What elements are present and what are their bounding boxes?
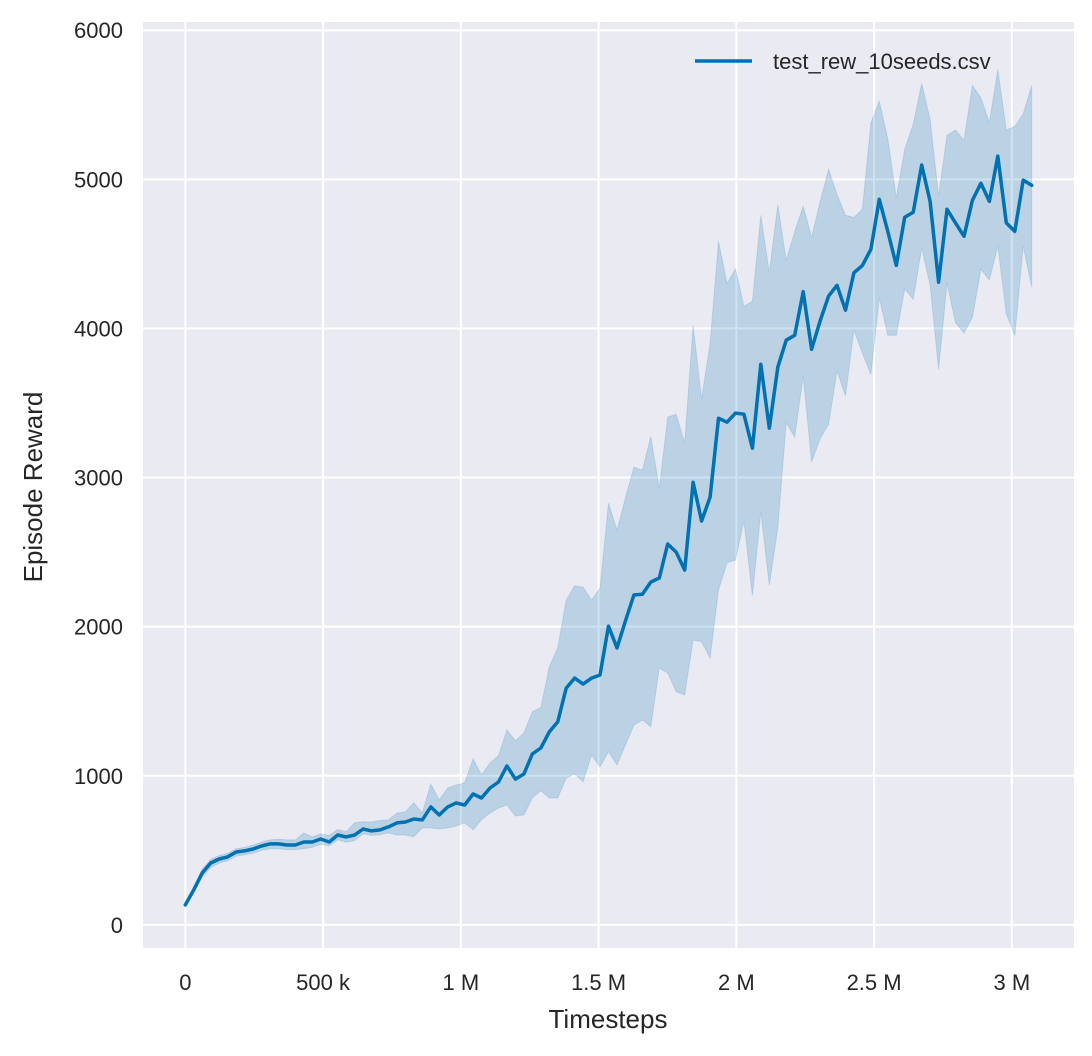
y-tick-label: 4000	[74, 316, 123, 341]
x-tick-label: 500 k	[296, 970, 351, 995]
x-axis-label: Timesteps	[549, 1004, 668, 1034]
y-tick-label: 2000	[74, 615, 123, 640]
confidence-band-group	[184, 69, 1033, 909]
y-axis-label: Episode Reward	[18, 392, 48, 583]
data-points	[185, 155, 1032, 906]
y-tick-label: 0	[111, 913, 123, 938]
y-tick-label: 5000	[74, 167, 123, 192]
legend: test_rew_10seeds.csv	[695, 49, 991, 74]
x-tick-label: 2 M	[718, 970, 755, 995]
y-tick-label: 3000	[74, 466, 123, 491]
x-tick-label: 0	[179, 970, 191, 995]
x-tick-label: 2.5 M	[847, 970, 902, 995]
legend-label: test_rew_10seeds.csv	[773, 49, 991, 74]
series-lines	[183, 154, 1034, 907]
confidence-band	[184, 69, 1033, 909]
y-tick-label: 6000	[74, 18, 123, 43]
y-tick-labels: 0 1000 2000 3000 4000 5000 6000	[74, 18, 123, 938]
x-tick-label: 1.5 M	[571, 970, 626, 995]
x-tick-label: 1 M	[442, 970, 479, 995]
y-tick-label: 1000	[74, 764, 123, 789]
x-tick-labels: 0 500 k 1 M 1.5 M 2 M 2.5 M 3 M	[179, 970, 1030, 995]
x-tick-label: 3 M	[994, 970, 1031, 995]
